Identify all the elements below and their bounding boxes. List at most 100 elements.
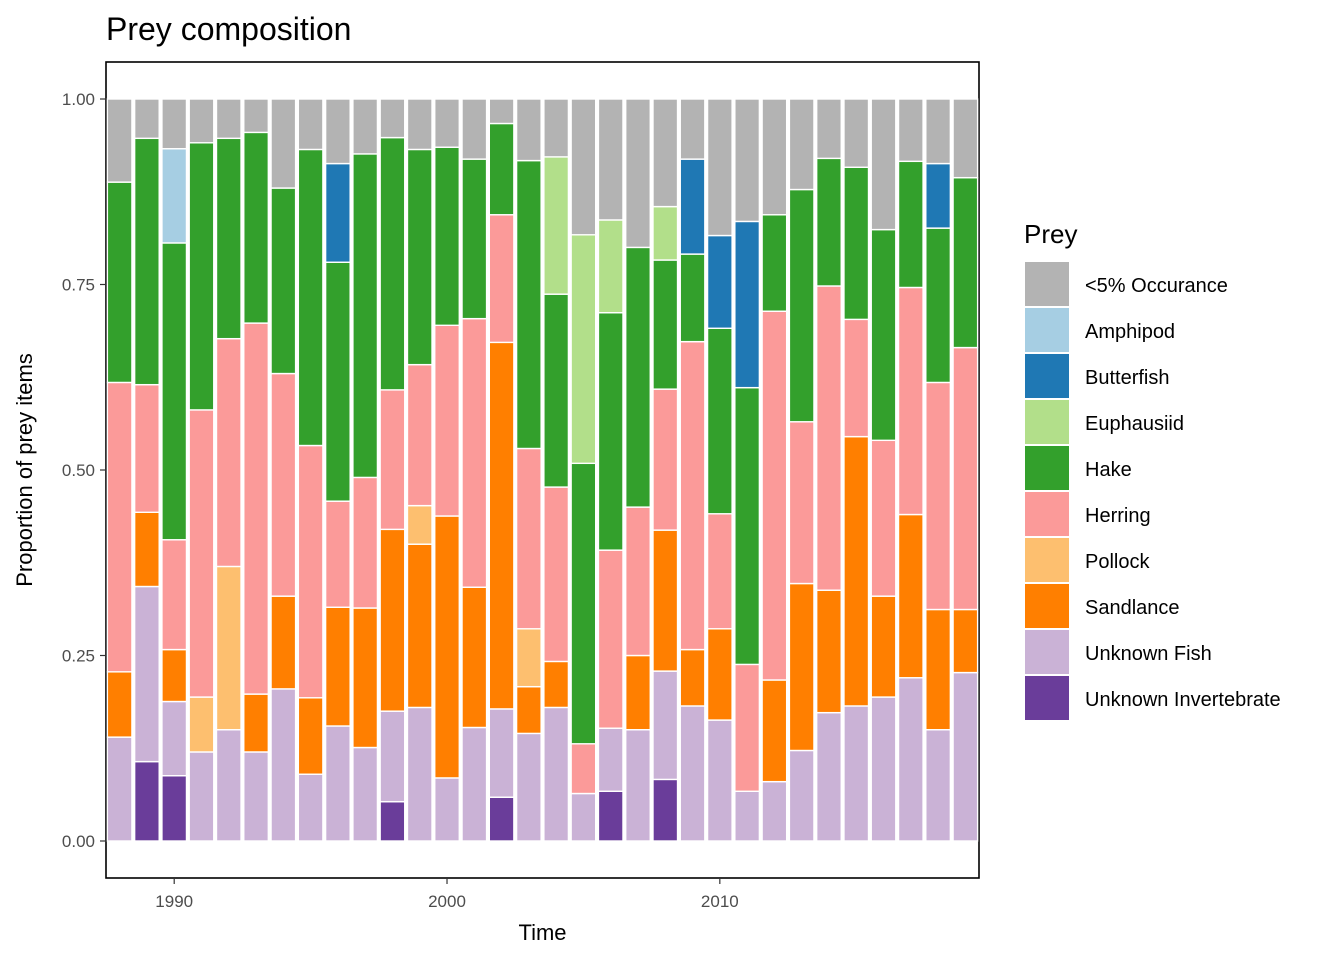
bar-segment-pollock (406, 504, 433, 545)
bars-group (106, 98, 979, 842)
bar-segment-5-occurance (461, 98, 488, 160)
bar-segment-unknown-fish (133, 585, 160, 763)
bar-segment-herring (706, 513, 733, 630)
bar-segment-hake (734, 386, 761, 666)
bar-segment-herring (133, 383, 160, 513)
bar-segment-unknown-fish (434, 777, 460, 842)
bar-segment-herring (543, 486, 570, 663)
bar-segment-5-occurance (788, 98, 815, 191)
bar-segment-unknown-fish (843, 705, 870, 842)
bar-segment-herring (488, 214, 515, 344)
bar-segment-herring (679, 340, 706, 651)
bar-segment-hake (761, 214, 788, 312)
bar-segment-unknown-fish (324, 725, 351, 842)
bar-segment-5-occurance (570, 98, 597, 236)
legend-key-herring (1025, 492, 1069, 536)
bar-segment-unknown-invertebrate (379, 800, 406, 842)
bar-segment-herring (761, 310, 788, 681)
bar-segment-hake (106, 181, 133, 384)
bar-segment-herring (897, 286, 924, 516)
bar-segment-5-occurance (679, 98, 706, 160)
bar-segment-5-occurance (543, 98, 570, 158)
bar-segment-unknown-fish (161, 700, 188, 777)
bar-segment-5-occurance (133, 98, 160, 140)
bar-segment-5-occurance (952, 98, 979, 179)
legend-label-unknown-fish: Unknown Fish (1085, 643, 1212, 665)
bar-segment-unknown-fish (379, 710, 406, 803)
bar-segment-sandlance (706, 628, 733, 721)
bar-segment-5-occurance (379, 98, 406, 139)
bar-segment-herring (625, 506, 651, 657)
legend-key-5-occurance (1025, 262, 1069, 306)
bar-segment-unknown-fish (652, 670, 679, 781)
bar-segment-sandlance (434, 515, 460, 779)
bar-segment-unknown-fish (215, 729, 242, 842)
bar-segment-sandlance (815, 589, 842, 714)
bar-segment-5-occurance (215, 98, 242, 140)
bar-segment-unknown-fish (352, 746, 379, 842)
bar-segment-herring (215, 337, 242, 568)
bar-segment-hake (297, 148, 324, 447)
bar-segment-pollock (215, 565, 242, 731)
bar-segment-hake (897, 160, 924, 289)
bar-segment-sandlance (788, 582, 815, 752)
bar-segment-unknown-fish (625, 729, 651, 842)
bar-segment-hake (788, 188, 815, 423)
bar-segment-sandlance (488, 341, 515, 710)
bar-segment-herring (597, 549, 624, 729)
legend-key-hake (1025, 446, 1069, 490)
bar-segment-5-occurance (515, 98, 542, 162)
legend-label-pollock: Pollock (1085, 551, 1150, 573)
bar-segment-5-occurance (925, 98, 952, 165)
bar-segment-unknown-fish (706, 719, 733, 842)
legend-key-butterfish (1025, 354, 1069, 398)
bar-segment-hake (515, 159, 542, 450)
bar-segment-sandlance (161, 648, 188, 703)
bar-segment-hake (352, 153, 379, 479)
bar-segment-butterfish (679, 158, 706, 255)
bar-segment-5-occurance (706, 98, 733, 237)
legend: Prey <5% Occurance Amphipod Butterfish Euph… (1024, 219, 1281, 720)
legend-key-euphausiid (1025, 400, 1069, 444)
bar-segment-pollock (188, 696, 215, 753)
bar-segment-sandlance (925, 608, 952, 731)
bar-segment-hake (652, 259, 679, 390)
y-tick-label: 1.00 (62, 90, 95, 109)
bar-segment-5-occurance (625, 98, 651, 249)
bar-segment-euphausiid (597, 219, 624, 314)
bar-segment-hake (461, 158, 488, 320)
bar-segment-5-occurance (734, 98, 761, 223)
bar-segment-unknown-fish (243, 751, 270, 842)
bar-segment-hake (488, 122, 515, 216)
bar-segment-sandlance (543, 660, 570, 709)
bar-segment-euphausiid (652, 205, 679, 261)
x-axis-title: Time (518, 920, 566, 945)
bar-segment-sandlance (461, 586, 488, 729)
legend-title: Prey (1024, 219, 1077, 249)
bar-segment-herring (352, 476, 379, 609)
legend-label-butterfish: Butterfish (1085, 367, 1169, 389)
bar-segment-unknown-invertebrate (161, 775, 188, 842)
bar-segment-unknown-fish (597, 727, 624, 792)
bar-segment-unknown-fish (761, 780, 788, 842)
legend-key-unknown-fish (1025, 630, 1069, 674)
bar-segment-5-occurance (488, 98, 515, 125)
bar-segment-butterfish (925, 162, 952, 229)
bar-segment-hake (870, 228, 897, 442)
bar-segment-unknown-invertebrate (133, 760, 160, 842)
y-tick-label: 0.00 (62, 832, 95, 851)
bar-segment-5-occurance (434, 98, 460, 148)
legend-label-5-occurance: <5% Occurance (1085, 275, 1228, 297)
bar-segment-sandlance (243, 693, 270, 753)
legend-label-euphausiid: Euphausiid (1085, 413, 1184, 435)
chart-title: Prey composition (106, 11, 351, 47)
bar-segment-herring (843, 318, 870, 438)
bar-segment-hake (543, 293, 570, 488)
bar-segment-sandlance (324, 606, 351, 727)
bar-segment-unknown-fish (515, 732, 542, 842)
bar-segment-sandlance (406, 543, 433, 709)
legend-label-sandlance: Sandlance (1085, 597, 1180, 619)
bar-segment-unknown-fish (543, 706, 570, 842)
bar-segment-sandlance (870, 595, 897, 698)
bar-segment-hake (679, 253, 706, 343)
